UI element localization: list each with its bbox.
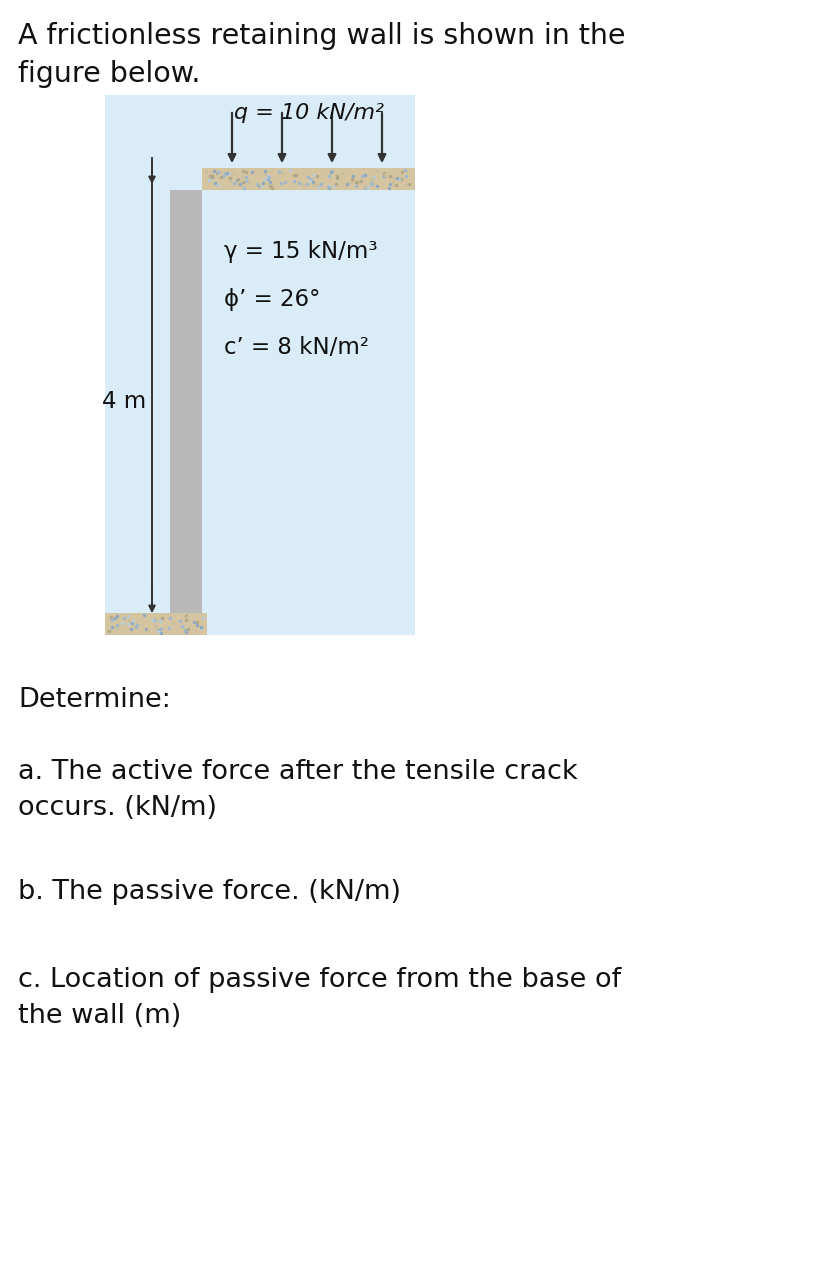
Text: b. The passive force. (kN/m): b. The passive force. (kN/m)	[18, 879, 401, 905]
Text: 4 m: 4 m	[102, 390, 146, 413]
Text: c. Location of passive force from the base of
the wall (m): c. Location of passive force from the ba…	[18, 966, 621, 1029]
Text: ϕ’ = 26°: ϕ’ = 26°	[224, 288, 320, 311]
Text: a. The active force after the tensile crack
occurs. (kN/m): a. The active force after the tensile cr…	[18, 759, 578, 820]
Bar	[202, 168, 415, 189]
Bar	[105, 613, 207, 635]
Text: c’ = 8 kN/m²: c’ = 8 kN/m²	[224, 335, 369, 358]
Text: q = 10 kN/m²: q = 10 kN/m²	[234, 102, 384, 123]
Bar	[170, 189, 202, 613]
Bar	[105, 95, 415, 635]
Text: A frictionless retaining wall is shown in the
figure below.: A frictionless retaining wall is shown i…	[18, 22, 625, 88]
Text: γ = 15 kN/m³: γ = 15 kN/m³	[224, 241, 378, 262]
Text: Determine:: Determine:	[18, 687, 170, 713]
